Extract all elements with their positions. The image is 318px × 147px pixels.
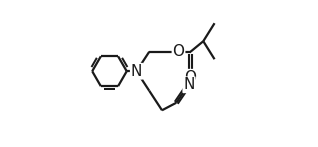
Text: O: O <box>184 70 197 85</box>
Text: N: N <box>183 77 195 92</box>
Text: N: N <box>131 64 142 79</box>
Text: O: O <box>172 44 184 59</box>
